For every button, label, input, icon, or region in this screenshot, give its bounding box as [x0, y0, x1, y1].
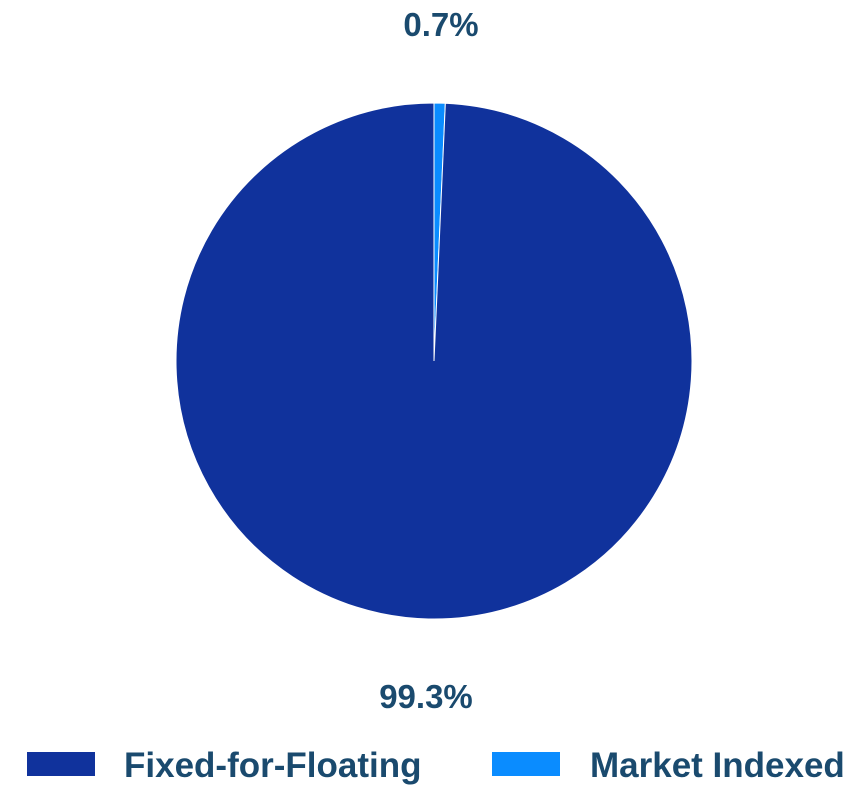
value-label-market-indexed: 0.7% — [403, 6, 478, 43]
legend-swatch-fixed-for-floating — [27, 752, 95, 776]
pie-slices — [175, 102, 693, 620]
legend: Fixed-for-Floating Market Indexed — [27, 746, 845, 785]
legend-label-fixed-for-floating: Fixed-for-Floating — [124, 746, 421, 785]
legend-label-market-indexed: Market Indexed — [590, 746, 845, 785]
value-label-fixed-for-floating: 99.3% — [379, 678, 473, 715]
pie-slice-fixed-for-floating — [175, 102, 693, 620]
legend-swatch-market-indexed — [492, 752, 560, 776]
pie-value-labels: 0.7% 99.3% — [379, 6, 478, 715]
